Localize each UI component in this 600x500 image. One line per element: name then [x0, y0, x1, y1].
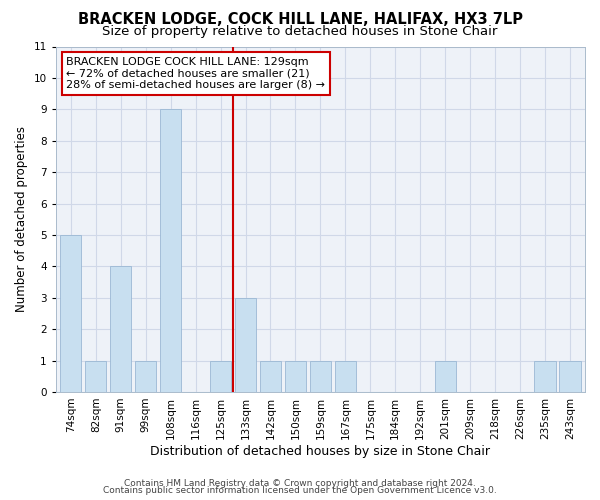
Bar — [60, 235, 82, 392]
Bar — [335, 360, 356, 392]
Bar — [559, 360, 581, 392]
Bar — [285, 360, 306, 392]
Y-axis label: Number of detached properties: Number of detached properties — [15, 126, 28, 312]
Bar — [434, 360, 456, 392]
Text: Contains HM Land Registry data © Crown copyright and database right 2024.: Contains HM Land Registry data © Crown c… — [124, 478, 476, 488]
Bar — [235, 298, 256, 392]
Bar — [110, 266, 131, 392]
Bar — [85, 360, 106, 392]
Bar — [535, 360, 556, 392]
Bar — [135, 360, 157, 392]
Bar — [260, 360, 281, 392]
Text: Size of property relative to detached houses in Stone Chair: Size of property relative to detached ho… — [103, 25, 497, 38]
X-axis label: Distribution of detached houses by size in Stone Chair: Distribution of detached houses by size … — [151, 444, 490, 458]
Text: Contains public sector information licensed under the Open Government Licence v3: Contains public sector information licen… — [103, 486, 497, 495]
Bar — [160, 110, 181, 392]
Text: BRACKEN LODGE, COCK HILL LANE, HALIFAX, HX3 7LP: BRACKEN LODGE, COCK HILL LANE, HALIFAX, … — [77, 12, 523, 28]
Bar — [210, 360, 231, 392]
Text: BRACKEN LODGE COCK HILL LANE: 129sqm
← 72% of detached houses are smaller (21)
2: BRACKEN LODGE COCK HILL LANE: 129sqm ← 7… — [67, 57, 325, 90]
Bar — [310, 360, 331, 392]
